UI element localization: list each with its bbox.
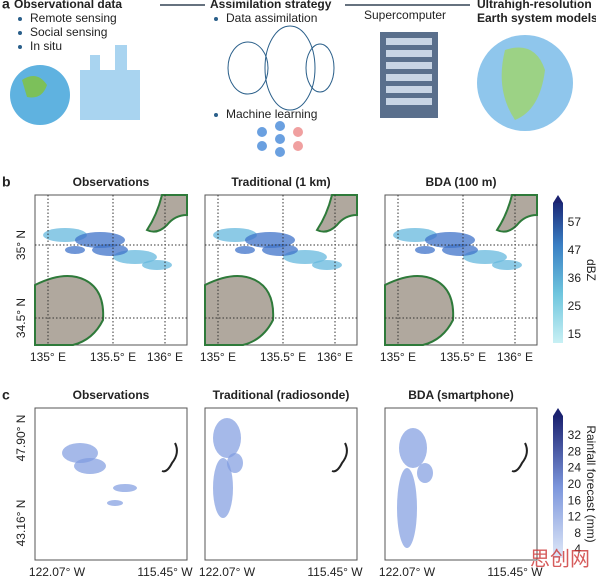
list-item: Data assimilation <box>226 11 317 25</box>
rain-area <box>397 468 417 548</box>
colorbar-tick-label: 28 <box>568 444 582 458</box>
rain-area <box>113 484 137 492</box>
colorbar-tick-label: 20 <box>568 477 582 491</box>
rain-area <box>399 428 427 468</box>
panel-label: c <box>2 387 10 403</box>
section-title: Assimilation strategy <box>210 0 332 11</box>
rain-area <box>74 458 106 474</box>
colorbar-tick-label: 12 <box>568 510 582 524</box>
colorbar <box>553 203 563 343</box>
colorbar-tick-label: 25 <box>568 299 582 313</box>
x-tick-label: 136° E <box>317 350 353 364</box>
colorbar-tick-label: 32 <box>568 428 582 442</box>
rain-area <box>62 443 98 463</box>
x-tick-label: 122.07° W <box>29 565 86 577</box>
radar-echo <box>262 244 298 256</box>
radar-echo <box>142 260 172 270</box>
section-title: Earth system models <box>477 11 596 25</box>
colorbar-cap <box>553 195 563 203</box>
radar-echo <box>92 244 128 256</box>
section-title: Observational data <box>14 0 122 11</box>
list-item: Social sensing <box>30 25 107 39</box>
colorbar-tick-label: 16 <box>568 493 582 507</box>
x-tick-label: 115.45° W <box>487 565 543 577</box>
x-tick-label: 135.5° E <box>260 350 306 364</box>
bullet <box>18 31 22 35</box>
colorbar <box>553 416 563 558</box>
section-title: Ultrahigh-resolution <box>477 0 592 11</box>
map-title: Traditional (radiosonde) <box>213 388 350 402</box>
colorbar-tick-label: 47 <box>568 243 582 257</box>
panel-a-art <box>10 4 573 157</box>
rain-area <box>227 453 243 473</box>
colorbar-tick-label: 24 <box>568 461 582 475</box>
panel-label: a <box>2 0 10 12</box>
watermark: 思创网 <box>530 547 590 571</box>
map-title: Traditional (1 km) <box>231 175 330 189</box>
radar-echo <box>235 246 255 254</box>
y-tick-label: 34.5° N <box>14 298 28 338</box>
colorbar-label: dBZ <box>584 259 596 281</box>
colorbar-tick-label: 8 <box>574 526 581 540</box>
coastline <box>161 442 178 473</box>
x-tick-label: 115.45° W <box>137 565 193 577</box>
rain-area <box>213 418 241 458</box>
colorbar-label: Rainfall forecast (mm) <box>584 425 596 542</box>
land <box>495 194 538 233</box>
map-frame <box>34 407 188 561</box>
colorbar-tick-label: 36 <box>568 271 582 285</box>
bullet <box>18 17 22 21</box>
map-title: BDA (100 m) <box>426 175 497 189</box>
land <box>384 275 455 346</box>
bullet <box>214 17 218 21</box>
radar-echo <box>492 260 522 270</box>
panel-label: b <box>2 174 11 190</box>
x-tick-label: 122.07° W <box>379 565 436 577</box>
colorbar-tick-label: 4 <box>574 542 581 556</box>
land <box>34 275 105 346</box>
rain-area <box>107 500 123 506</box>
list-item: In situ <box>30 39 62 53</box>
y-tick-label: 43.16° N <box>14 500 28 547</box>
map-title: BDA (smartphone) <box>408 388 514 402</box>
bullet <box>214 113 218 117</box>
y-tick-label: 47.90° N <box>14 415 28 462</box>
land <box>315 194 358 233</box>
label: Supercomputer <box>364 8 446 22</box>
list-item: Remote sensing <box>30 11 117 25</box>
colorbar-cap <box>553 408 563 416</box>
coastline <box>331 442 348 473</box>
x-tick-label: 135° E <box>380 350 416 364</box>
map-title: Observations <box>73 175 150 189</box>
colorbar-tick-label: 57 <box>568 215 582 229</box>
coastline <box>511 442 528 473</box>
map-title: Observations <box>73 388 150 402</box>
x-tick-label: 135.5° E <box>440 350 486 364</box>
radar-echo <box>312 260 342 270</box>
rain-area <box>417 463 433 483</box>
colorbar-tick-label: 15 <box>568 327 582 341</box>
x-tick-label: 122.07° W <box>199 565 256 577</box>
radar-echo <box>415 246 435 254</box>
x-tick-label: 136° E <box>147 350 183 364</box>
bullet <box>18 45 22 49</box>
x-tick-label: 115.45° W <box>307 565 363 577</box>
x-tick-label: 136° E <box>497 350 533 364</box>
radar-echo <box>65 246 85 254</box>
land <box>145 194 188 233</box>
x-tick-label: 135° E <box>200 350 236 364</box>
x-tick-label: 135.5° E <box>90 350 136 364</box>
radar-echo <box>442 244 478 256</box>
list-item: Machine learning <box>226 107 317 121</box>
x-tick-label: 135° E <box>30 350 66 364</box>
y-tick-label: 35° N <box>14 230 28 260</box>
rain-area <box>213 458 233 518</box>
land <box>204 275 275 346</box>
